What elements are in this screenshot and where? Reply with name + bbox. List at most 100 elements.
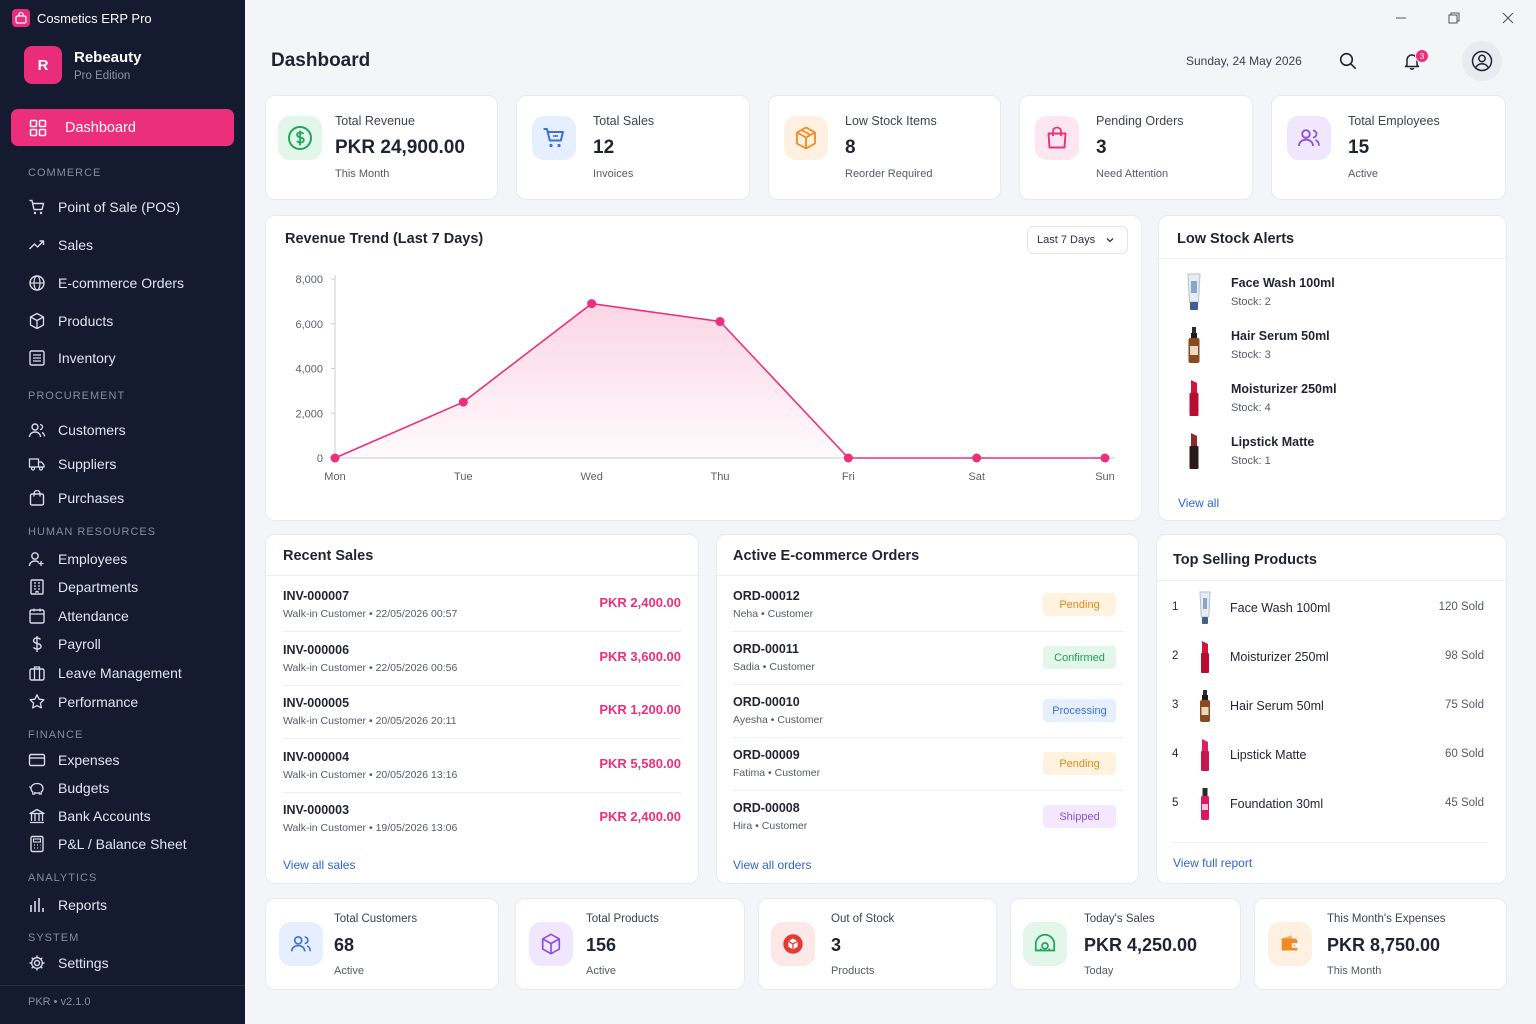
- divider: [266, 575, 698, 576]
- low-stock-item[interactable]: Hair Serum 50ml Stock: 3: [1176, 325, 1330, 365]
- stat-card-total-employees[interactable]: Total Employees 15 Active: [1271, 95, 1506, 200]
- top-product-row[interactable]: 3 Hair Serum 50ml 75 Sold: [1172, 686, 1484, 726]
- app-title-bar: Cosmetics ERP Pro: [12, 9, 152, 27]
- cart-icon: [532, 116, 576, 160]
- revenue-point-sat[interactable]: [972, 453, 982, 463]
- view-full-report-link[interactable]: View full report: [1173, 856, 1253, 870]
- sidebar-item-sales[interactable]: Sales: [28, 233, 93, 257]
- divider: [733, 737, 1123, 738]
- piggy-bank-icon: [28, 782, 44, 795]
- sidebar-item-performance[interactable]: Performance: [28, 690, 138, 714]
- revenue-point-fri[interactable]: [843, 453, 853, 463]
- order-row[interactable]: ORD-00010 Ayesha • Customer Processing: [733, 695, 1123, 748]
- revenue-point-tue[interactable]: [458, 397, 468, 407]
- maximize-button[interactable]: [1444, 9, 1464, 27]
- x-tick-label: Tue: [454, 471, 473, 483]
- stat-value: PKR 4,250.00: [1084, 935, 1198, 955]
- revenue-point-wed[interactable]: [587, 299, 597, 309]
- sidebar-item-suppliers[interactable]: Suppliers: [28, 452, 116, 476]
- sidebar-item-budgets[interactable]: Budgets: [28, 776, 109, 800]
- shopping-bag-icon: [29, 489, 45, 506]
- sidebar-item-departments[interactable]: Departments: [28, 575, 138, 599]
- profile-button[interactable]: [1462, 41, 1502, 81]
- sidebar-item-expenses[interactable]: Expenses: [28, 748, 119, 772]
- sidebar-item-ecommerce-orders[interactable]: E-commerce Orders: [28, 271, 184, 295]
- low-stock-view-all-link[interactable]: View all: [1178, 496, 1220, 510]
- notification-count-badge: 3: [1415, 49, 1429, 63]
- sidebar-item-attendance[interactable]: Attendance: [28, 604, 129, 628]
- stat-card-total-revenue[interactable]: Total Revenue PKR 24,900.00 This Month: [265, 95, 498, 200]
- sidebar-item-settings[interactable]: Settings: [28, 951, 109, 975]
- nav-section-system: SYSTEM: [28, 932, 80, 944]
- search-button[interactable]: [1338, 51, 1358, 71]
- order-row[interactable]: ORD-00012 Neha • Customer Pending: [733, 589, 1123, 642]
- low-stock-item[interactable]: Face Wash 100ml Stock: 2: [1176, 272, 1335, 312]
- sale-row[interactable]: INV-000004 Walk-in Customer • 20/05/2026 …: [283, 750, 681, 803]
- sidebar-item-payroll[interactable]: Payroll: [28, 632, 101, 656]
- stat-sub: Active: [586, 965, 616, 977]
- top-product-row[interactable]: 5 Foundation 30ml 45 Sold: [1172, 784, 1484, 824]
- sale-row[interactable]: INV-000003 Walk-in Customer • 19/05/2026 …: [283, 803, 681, 856]
- sale-amount: PKR 2,400.00: [599, 809, 681, 824]
- order-row[interactable]: ORD-00008 Hira • Customer Shipped: [733, 801, 1116, 854]
- sale-invoice-id: INV-000007: [283, 589, 350, 603]
- top-product-name: Face Wash 100ml: [1230, 601, 1331, 615]
- sidebar-item-pos[interactable]: Point of Sale (POS): [28, 195, 180, 219]
- stat-card-todays-sales[interactable]: Today's Sales PKR 4,250.00 Today: [1010, 898, 1241, 990]
- top-product-row[interactable]: 2 Moisturizer 250ml 98 Sold: [1172, 637, 1484, 677]
- view-all-orders-link[interactable]: View all orders: [733, 858, 812, 872]
- recent-sales-title: Recent Sales: [283, 548, 374, 564]
- stat-card-monthly-expenses[interactable]: This Month's Expenses PKR 8,750.00 This …: [1254, 898, 1507, 990]
- x-tick-label: Mon: [324, 471, 345, 483]
- date-range-select[interactable]: Last 7 Days: [1027, 226, 1128, 254]
- sidebar-item-inventory[interactable]: Inventory: [28, 346, 116, 370]
- stat-card-total-products[interactable]: Total Products 156 Active: [515, 898, 745, 990]
- sidebar-item-label: Departments: [58, 579, 139, 595]
- lipstick-red-icon: [1176, 378, 1212, 418]
- brand-edition: Pro Edition: [74, 69, 131, 82]
- top-product-row[interactable]: 4 Lipstick Matte 60 Sold: [1172, 735, 1484, 775]
- low-stock-item[interactable]: Lipstick Matte Stock: 1: [1176, 431, 1314, 471]
- top-product-row[interactable]: 1 Face Wash 100ml 120 Sold: [1172, 588, 1484, 628]
- low-stock-item[interactable]: Moisturizer 250ml Stock: 4: [1176, 378, 1337, 418]
- order-meta: Hira • Customer: [733, 820, 808, 832]
- sidebar-item-pl-balance-sheet[interactable]: P&L / Balance Sheet: [28, 832, 187, 856]
- stat-value: 68: [334, 935, 355, 955]
- stat-card-pending-orders[interactable]: Pending Orders 3 Need Attention: [1019, 95, 1253, 200]
- stat-label: Total Sales: [593, 114, 655, 128]
- sidebar-item-reports[interactable]: Reports: [28, 893, 107, 917]
- nav-section-finance: FINANCE: [28, 729, 84, 741]
- revenue-point-thu[interactable]: [715, 317, 725, 327]
- minimize-button[interactable]: [1391, 9, 1411, 27]
- low-stock-name: Face Wash 100ml: [1231, 276, 1335, 290]
- order-customer: Ayesha: [733, 714, 768, 726]
- order-row[interactable]: ORD-00009 Fatima • Customer Pending: [733, 748, 1123, 801]
- revenue-point-sun[interactable]: [1100, 453, 1110, 463]
- sale-row[interactable]: INV-000007 Walk-in Customer • 22/05/2026 …: [283, 589, 681, 642]
- sale-invoice-id: INV-000004: [283, 749, 350, 764]
- sidebar-item-dashboard[interactable]: Dashboard: [11, 109, 234, 146]
- sidebar-item-purchases[interactable]: Purchases: [28, 486, 124, 510]
- x-tick-label: Thu: [711, 471, 730, 483]
- sidebar-item-employees[interactable]: Employees: [28, 547, 127, 571]
- stat-card-low-stock[interactable]: Low Stock Items 8 Reorder Required: [768, 95, 1001, 200]
- order-row[interactable]: ORD-00011 Sadia • Customer Confirmed: [733, 642, 1123, 695]
- sale-date: 20/05/2026 13:16: [375, 768, 458, 781]
- stat-card-total-sales[interactable]: Total Sales 12 Invoices: [516, 95, 750, 200]
- sidebar-item-customers[interactable]: Customers: [28, 418, 126, 442]
- wallet-icon: [1268, 922, 1312, 966]
- sidebar-item-label: Inventory: [58, 350, 116, 366]
- stat-card-total-customers[interactable]: Total Customers 68 Active: [265, 898, 499, 990]
- sale-row[interactable]: INV-000006 Walk-in Customer • 22/05/2026 …: [283, 643, 681, 696]
- notifications-button[interactable]: [1402, 51, 1422, 71]
- sidebar-item-leave-management[interactable]: Leave Management: [28, 661, 182, 685]
- sale-customer: Walk-in Customer: [283, 768, 367, 781]
- revenue-point-mon[interactable]: [330, 453, 340, 463]
- sale-row[interactable]: INV-000005 Walk-in Customer • 20/05/2026 …: [283, 696, 681, 749]
- close-button[interactable]: [1498, 9, 1518, 27]
- sidebar-item-products[interactable]: Products: [28, 309, 113, 333]
- divider: [733, 631, 1123, 632]
- view-all-sales-link[interactable]: View all sales: [283, 858, 356, 872]
- sidebar-item-bank-accounts[interactable]: Bank Accounts: [28, 804, 151, 828]
- stat-card-out-of-stock[interactable]: Out of Stock 3 Products: [758, 898, 997, 990]
